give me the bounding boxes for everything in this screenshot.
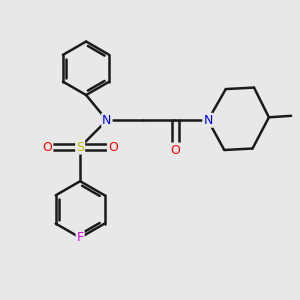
Text: O: O: [170, 143, 180, 157]
Text: O: O: [43, 140, 52, 154]
Text: S: S: [76, 140, 84, 154]
Text: O: O: [108, 140, 118, 154]
Text: F: F: [76, 231, 84, 244]
Text: N: N: [102, 114, 112, 127]
Text: N: N: [203, 114, 213, 127]
